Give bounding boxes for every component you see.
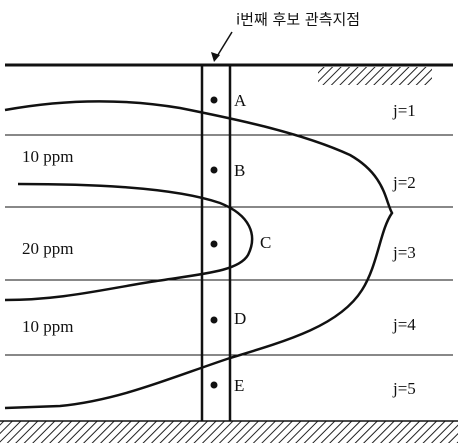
- layer-label: j=1: [392, 101, 416, 120]
- bedrock-hatch: [0, 421, 458, 443]
- surface-hatch: [318, 67, 432, 85]
- layer-label: j=2: [392, 173, 416, 192]
- concentration-label: 10 ppm: [22, 317, 73, 336]
- arrow: [211, 32, 232, 62]
- sample-dots: [211, 97, 218, 389]
- point-label: D: [234, 309, 246, 328]
- diagram: i번째 후보 관측지점 A B C D E j=1 j=2 j=3 j=4 j=…: [0, 0, 458, 443]
- point-label: A: [234, 91, 247, 110]
- point-label: C: [260, 233, 271, 252]
- point-label: E: [234, 376, 244, 395]
- layer-label: j=3: [392, 243, 416, 262]
- well-label: i번째 후보 관측지점: [236, 11, 360, 29]
- point-label: B: [234, 161, 245, 180]
- layer-label: j=4: [392, 315, 416, 334]
- layer-label: j=5: [392, 379, 416, 398]
- concentration-label: 10 ppm: [22, 147, 73, 166]
- concentration-label: 20 ppm: [22, 239, 73, 258]
